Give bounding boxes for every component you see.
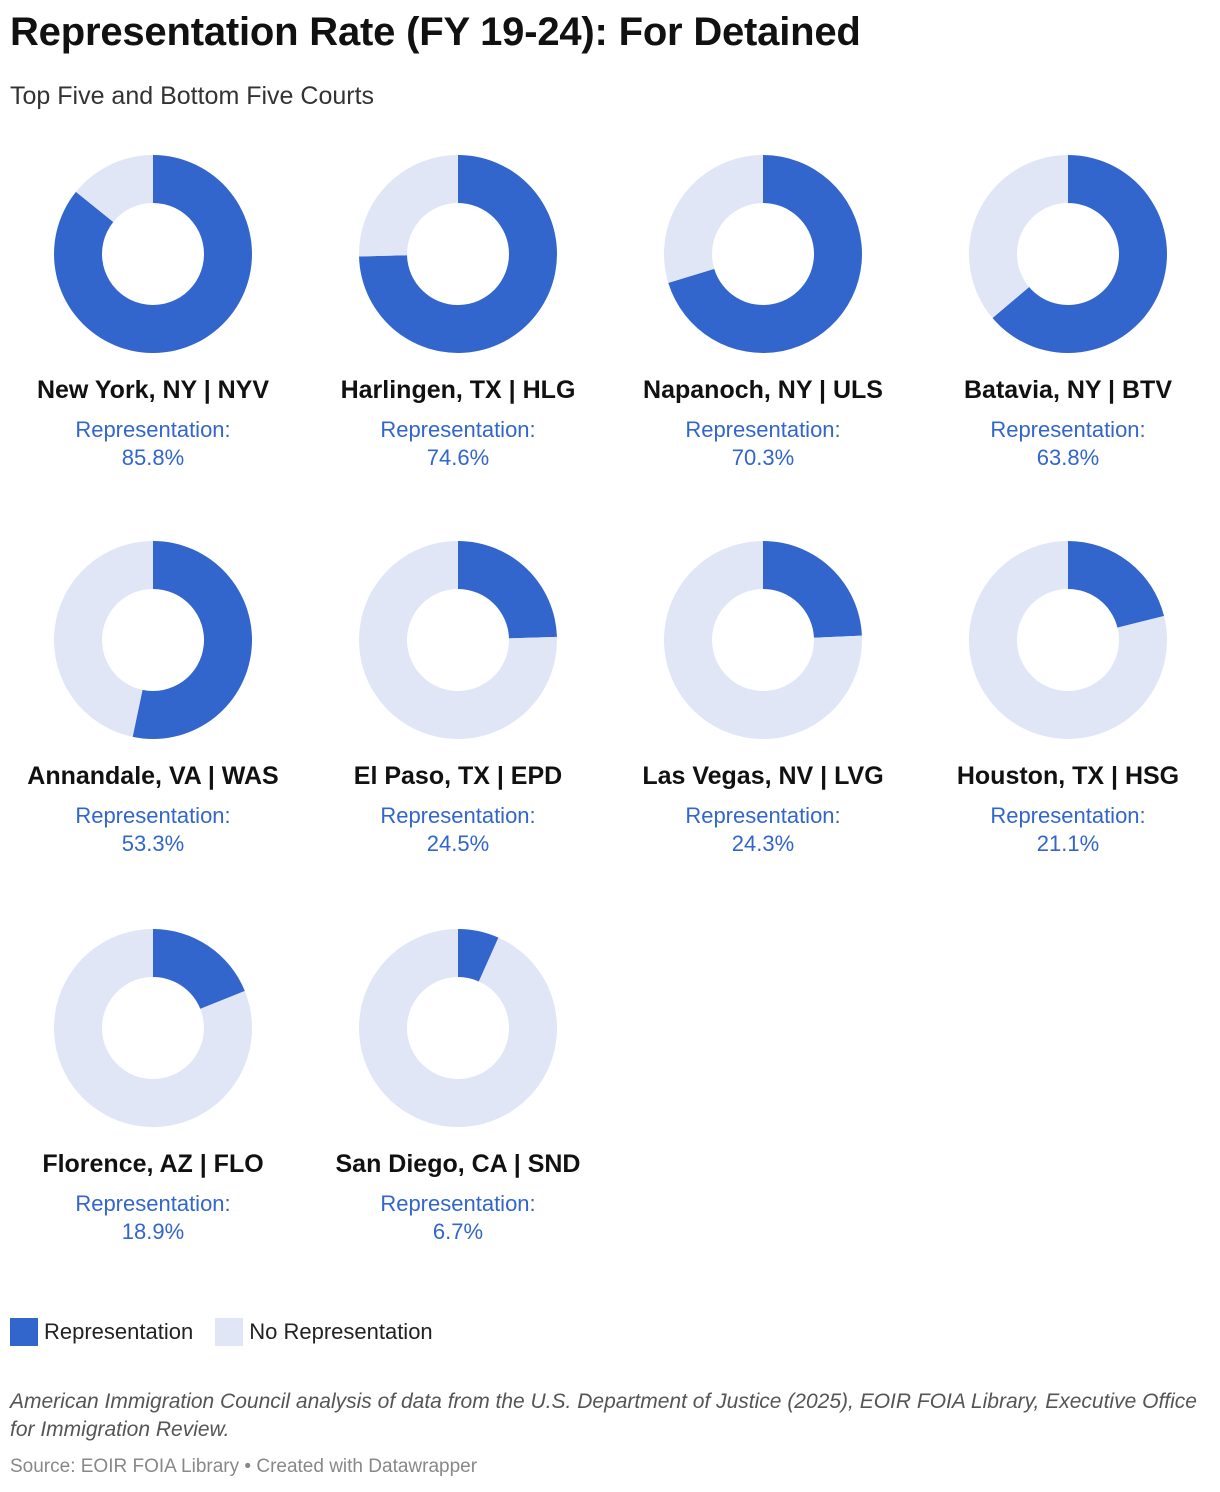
representation-label: Representation: [380,1191,536,1216]
legend-swatch-representation [10,1318,38,1346]
donut-panel: New York, NY | NYV Representation: 85.8% [3,154,303,472]
representation-value: 70.3% [731,445,795,470]
donut-slice-no-representation [969,541,1167,739]
court-label: New York, NY | NYV [36,376,270,404]
representation-value: 63.8% [1036,445,1100,470]
court-label: Florence, AZ | FLO [42,1150,264,1178]
court-label: Napanoch, NY | ULS [643,376,883,404]
donut-slice-representation [1068,541,1165,628]
representation-label: Representation: [75,1191,231,1216]
representation-value: 6.7% [432,1219,484,1244]
donut-chart [53,155,252,353]
donut-chart [53,541,252,739]
donut-slice-representation [153,929,245,1009]
donut-panel: Houston, TX | HSG Representation: 21.1% [918,540,1218,858]
representation-value: 18.9% [121,1219,185,1244]
court-label: El Paso, TX | EPD [353,762,563,790]
donut-panel: Annandale, VA | WAS Representation: 53.3% [3,540,303,858]
representation-value: 24.5% [426,831,490,856]
court-label: Las Vegas, NV | LVG [642,762,884,790]
court-label: Batavia, NY | BTV [964,376,1172,404]
donut-panel: El Paso, TX | EPD Representation: 24.5% [308,540,608,858]
donut-panel: Florence, AZ | FLO Representation: 18.9% [3,928,303,1246]
donut-slice-representation [359,155,557,353]
representation-label: Representation: [685,417,841,442]
donut-slice-no-representation [54,929,253,1127]
court-label: Houston, TX | HSG [956,762,1180,790]
donut-grid: New York, NY | NYV Representation: 85.8% Ha… [3,154,1218,1246]
donut-panel: San Diego, CA | SND Representation: 6.7% [308,928,608,1246]
donut-slice-representation [992,155,1167,353]
donut-slice-representation [458,929,499,982]
donut-panel: Batavia, NY | BTV Representation: 63.8% [918,154,1218,472]
court-label: San Diego, CA | SND [335,1150,581,1178]
representation-value: 53.3% [121,831,185,856]
donut-slice-no-representation [75,155,153,222]
chart-title: Representation Rate (FY 19-24): For Deta… [10,10,861,54]
representation-label: Representation: [380,417,536,442]
court-label: Harlingen, TX | HLG [340,376,576,404]
donut-slice-no-representation [664,541,862,739]
donut-slice-no-representation [359,155,458,257]
donut-slice-no-representation [969,155,1068,319]
court-label: Annandale, VA | WAS [27,762,279,790]
donut-slice-representation [458,541,557,639]
legend-item-representation: Representation [10,1318,193,1346]
legend: Representation No Representation [10,1318,455,1346]
representation-label: Representation: [990,803,1146,828]
donut-chart [54,929,253,1127]
representation-label: Representation: [990,417,1146,442]
donut-slice-no-representation [664,155,763,283]
donut-slice-no-representation [359,929,557,1127]
representation-value: 24.3% [731,831,795,856]
donut-panel: Napanoch, NY | ULS Representation: 70.3% [613,154,913,472]
donut-chart [969,155,1167,353]
representation-value: 74.6% [426,445,490,470]
donut-slice-representation [668,155,862,353]
representation-value: 85.8% [121,445,185,470]
legend-swatch-no-representation [215,1318,244,1346]
legend-label-representation: Representation [44,1319,194,1344]
source-line: Source: EOIR FOIA Library • Created with… [10,1456,478,1477]
chart-subtitle: Top Five and Bottom Five Courts [10,82,375,110]
donut-chart [969,541,1167,739]
legend-item-no-representation: No Representation [215,1318,433,1346]
representation-value: 21.1% [1036,831,1100,856]
donut-chart [664,155,862,353]
donut-chart [359,541,557,739]
donut-chart [359,155,557,353]
representation-label: Representation: [685,803,841,828]
legend-label-no-representation: No Representation [249,1319,433,1344]
donut-slice-representation [132,541,252,739]
donut-panel: Harlingen, TX | HLG Representation: 74.6% [308,154,608,472]
representation-label: Representation: [75,417,231,442]
donut-panel: Las Vegas, NV | LVG Representation: 24.3% [613,540,913,858]
donut-slice-representation [53,155,252,353]
donut-chart [664,541,862,739]
donut-slice-no-representation [53,541,153,737]
representation-label: Representation: [380,803,536,828]
donut-slice-representation [763,541,862,638]
donut-chart [359,929,557,1127]
representation-label: Representation: [75,803,231,828]
footnote: American Immigration Council analysis of… [10,1390,1197,1441]
donut-slice-no-representation [359,541,557,739]
